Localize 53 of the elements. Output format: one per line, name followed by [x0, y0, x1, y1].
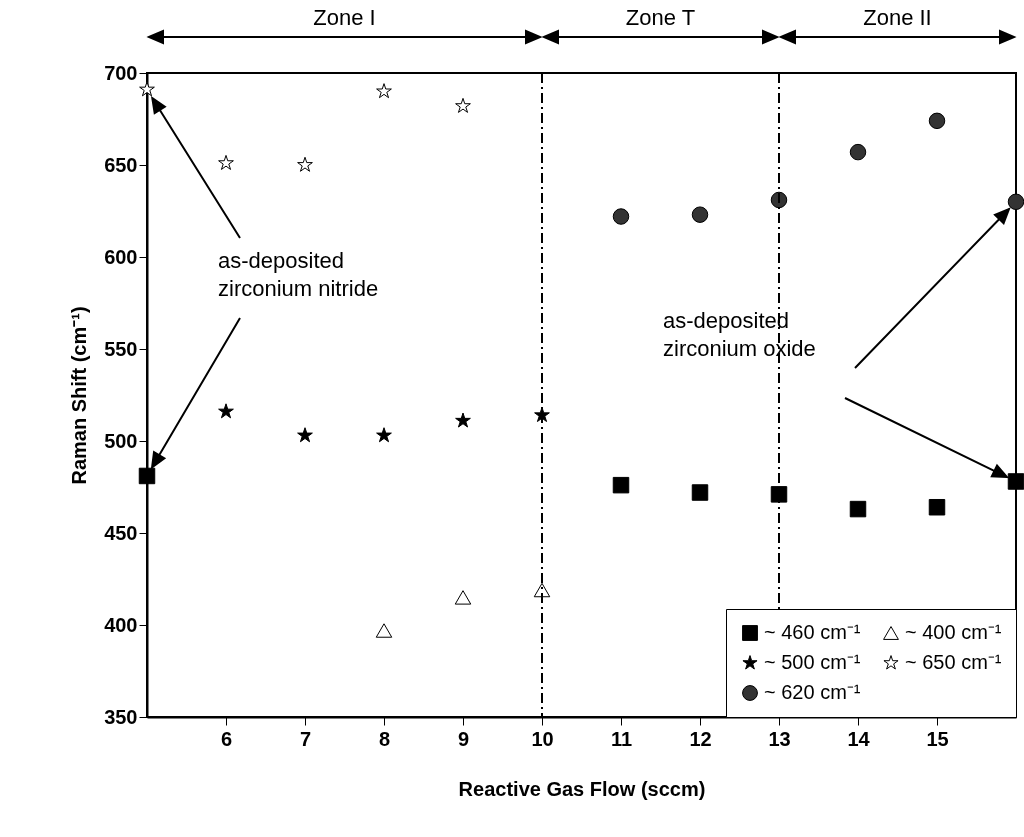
legend-label: ~ 400 cm⁻¹ [905, 621, 1002, 643]
point [1007, 473, 1024, 490]
point [139, 81, 155, 97]
point [612, 208, 630, 225]
point [376, 427, 392, 443]
y-tick-label: 650 [104, 153, 138, 176]
point [454, 590, 472, 605]
legend-label: ~ 460 cm⁻¹ [764, 621, 861, 643]
x-tick-label: 10 [531, 727, 554, 750]
x-tick-label: 6 [220, 727, 233, 750]
x-tick-label: 12 [689, 727, 712, 750]
annotation: as-deposited zirconium oxide [663, 308, 816, 361]
legend-label: ~ 650 cm⁻¹ [905, 651, 1002, 673]
point [455, 97, 471, 113]
point [849, 500, 867, 518]
x-tick-label: 11 [610, 727, 633, 750]
x-tick-label: 7 [299, 727, 312, 750]
y-tick-label: 600 [104, 245, 138, 268]
x-tick-label: 15 [926, 727, 949, 750]
point [297, 427, 313, 443]
point [375, 623, 393, 638]
point [455, 412, 471, 428]
x-axis-title: Reactive Gas Flow (sccm) [458, 777, 706, 800]
y-tick-label: 500 [104, 429, 138, 452]
y-tick-label: 350 [104, 705, 138, 728]
x-tick-label: 14 [847, 727, 871, 750]
text: Zone T [625, 5, 696, 30]
legend-label: ~ 500 cm⁻¹ [764, 651, 861, 673]
point [849, 143, 867, 161]
point [138, 467, 156, 485]
x-tick-label: 8 [378, 727, 391, 750]
text: Zone II [863, 5, 932, 30]
text: Zone I [313, 5, 376, 30]
point [928, 112, 946, 130]
point [1007, 193, 1024, 211]
legend-label: ~ 620 cm⁻¹ [764, 681, 861, 703]
point [691, 206, 709, 223]
y-tick-label: 450 [104, 521, 138, 544]
y-axis-title: Raman Shift (cm⁻¹) [68, 306, 91, 485]
y-tick-label: 700 [104, 61, 138, 84]
y-tick-label: 400 [104, 613, 138, 636]
y-tick-label: 550 [104, 337, 138, 360]
point [612, 476, 630, 494]
point [770, 486, 788, 503]
x-tick-label: 13 [768, 727, 791, 750]
point [376, 83, 392, 99]
annotation: as-deposited zirconium nitride [218, 248, 379, 301]
x-tick-label: 9 [457, 727, 470, 750]
point [218, 403, 234, 419]
point [928, 498, 946, 516]
point [297, 156, 313, 172]
point [218, 154, 234, 170]
point [691, 484, 709, 501]
